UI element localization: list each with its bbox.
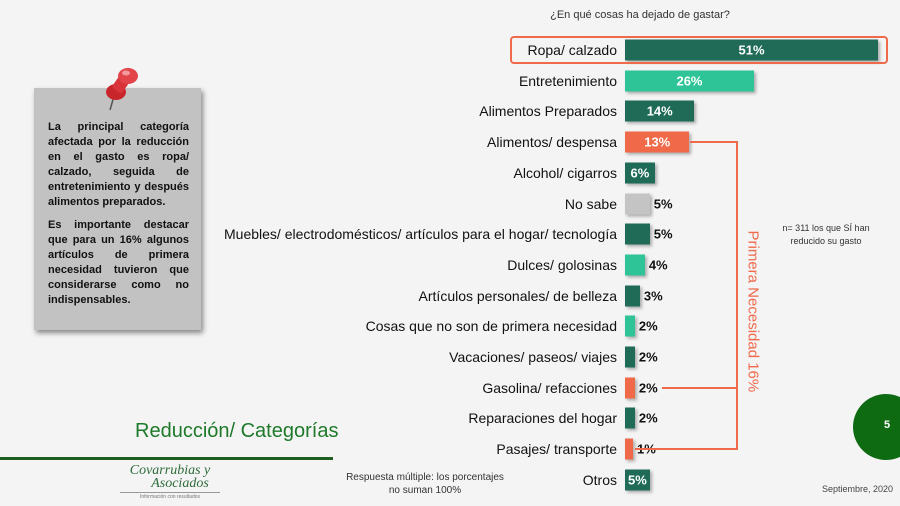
note-paragraph-1: La principal categoría afectada por la r… — [48, 121, 189, 208]
bracket-label: Primera Necesidad 16% — [744, 230, 762, 393]
bar — [625, 315, 635, 337]
category-label: Artículos personales/ de belleza — [418, 287, 617, 304]
footnote: Respuesta múltiple: los porcentajes no s… — [346, 472, 504, 496]
bar — [625, 438, 633, 460]
category-label: Gasolina/ refacciones — [482, 379, 617, 396]
bar — [625, 377, 635, 399]
bar — [625, 39, 878, 61]
value-label: 4% — [648, 257, 668, 273]
value-label: 13% — [644, 134, 671, 150]
category-label: Otros — [582, 471, 617, 488]
value-label: 5% — [653, 226, 673, 242]
category-label: Pasajes/ transporte — [496, 441, 617, 458]
bar — [625, 346, 635, 368]
bar — [625, 131, 690, 153]
value-label: 14% — [646, 103, 673, 119]
value-label: 2% — [638, 349, 658, 365]
bar — [625, 285, 640, 307]
category-label: Muebles/ electrodomésticos/ artículos pa… — [224, 226, 617, 243]
value-label: 5% — [653, 196, 673, 211]
category-label: Cosas que no son de primera necesidad — [365, 318, 617, 335]
page-number: 5 — [884, 419, 891, 431]
chart-title: ¿En qué cosas ha dejado de gastar? — [550, 9, 730, 21]
category-label: Reparaciones del hogar — [468, 410, 617, 427]
highlight-box — [510, 36, 888, 64]
category-label: Alimentos/ despensa — [487, 134, 617, 151]
category-label: No sabe — [564, 195, 617, 212]
value-label: 6% — [630, 165, 650, 181]
value-label: 2% — [638, 410, 658, 426]
page-number-badge — [853, 394, 900, 460]
sample-note: n= 311 los que SÍ han reducido su gasto — [782, 223, 870, 246]
date: Septiembre, 2020 — [822, 484, 894, 494]
bar — [625, 70, 754, 92]
bar — [625, 469, 650, 491]
value-label: 2% — [638, 318, 658, 334]
category-label: Dulces/ golosinas — [507, 256, 617, 273]
bar — [625, 223, 650, 245]
bar — [625, 407, 635, 429]
category-label: Alimentos Preparados — [479, 103, 617, 120]
bar — [625, 254, 645, 276]
slide-title: Reducción/ Categorías — [135, 420, 339, 442]
pushpin-icon — [106, 68, 138, 111]
note-paragraph-2: Es importante destacar que para un 16% a… — [48, 219, 189, 306]
bar — [625, 193, 650, 214]
bar — [625, 162, 655, 184]
value-label: 26% — [676, 73, 703, 89]
value-label: 51% — [738, 42, 765, 58]
value-label: 3% — [643, 288, 663, 304]
title-divider — [0, 457, 333, 460]
category-label: Vacaciones/ paseos/ viajes — [449, 349, 617, 365]
category-label: Alcohol/ cigarros — [513, 164, 618, 181]
summary-note: La principal categoría afectada por la r… — [34, 88, 201, 330]
bar — [625, 100, 695, 122]
value-label: 5% — [628, 472, 647, 488]
category-label: Entretenimiento — [518, 72, 617, 89]
value-label: 2% — [638, 380, 658, 396]
company-logo: Covarrubias y Asociados Información con … — [120, 464, 220, 500]
category-label: Ropa/ calzado — [527, 42, 617, 58]
